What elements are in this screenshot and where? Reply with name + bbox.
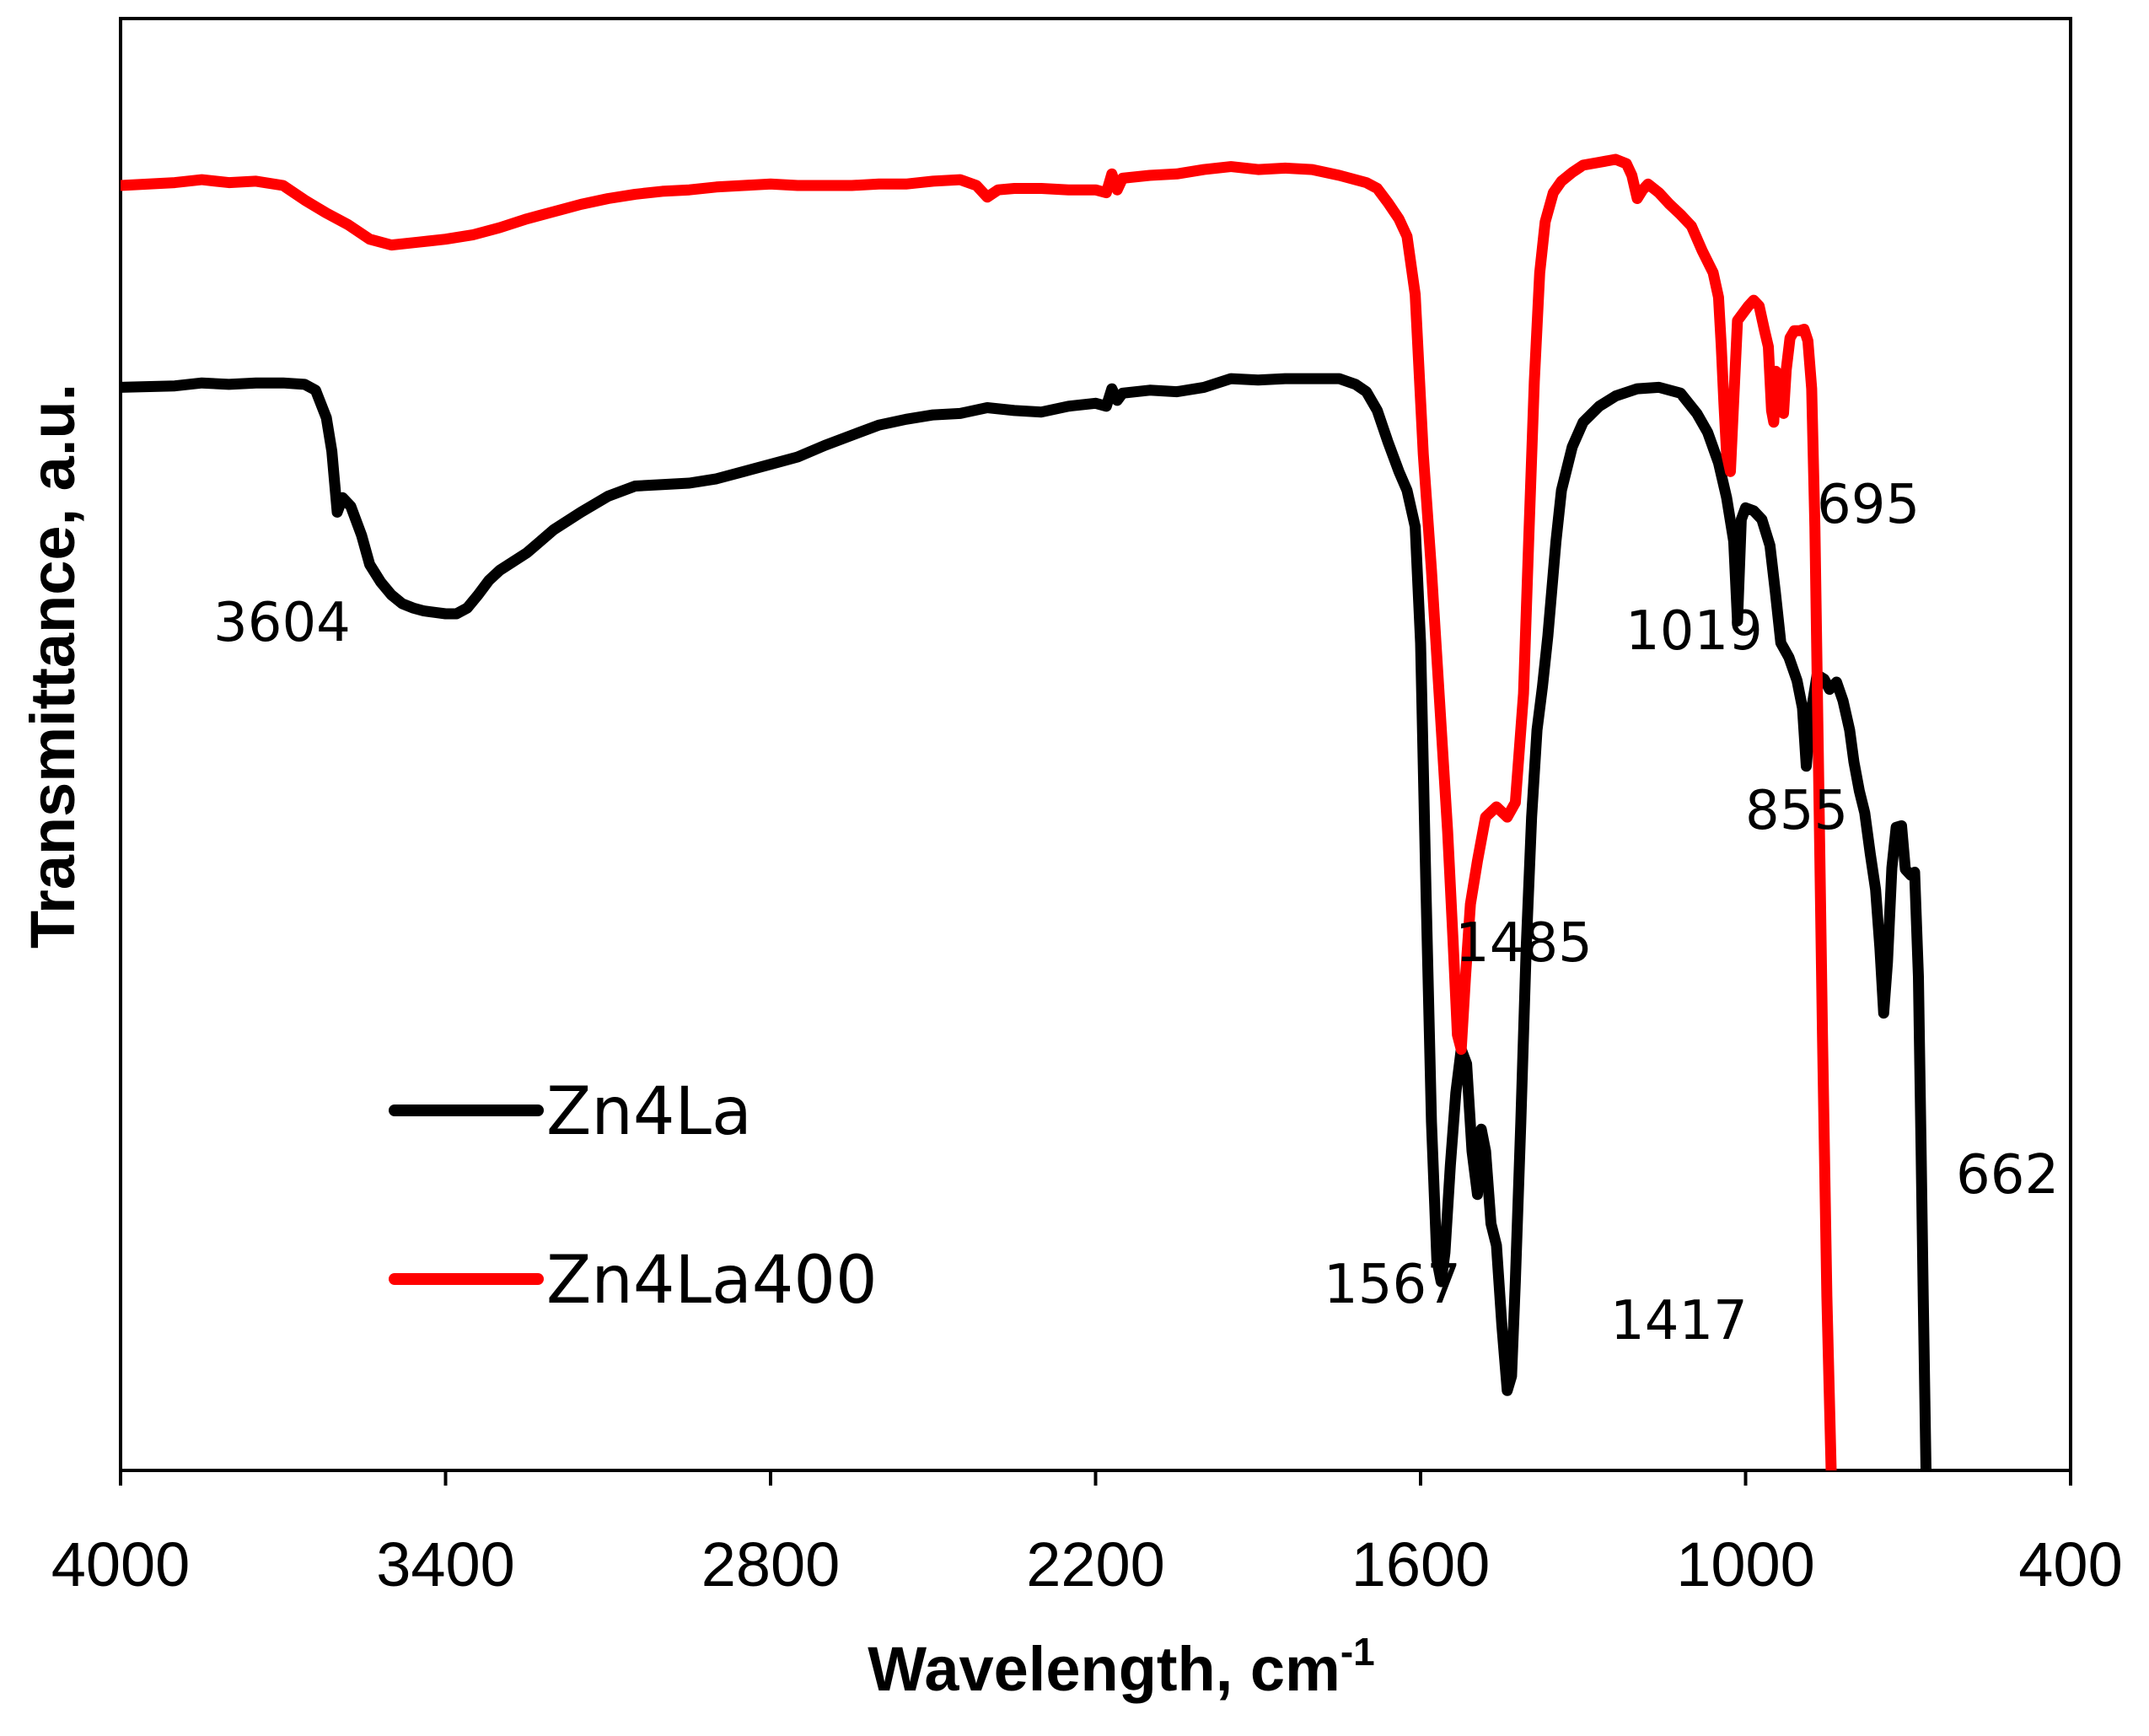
- x-tick-label-4000: 4000: [51, 1529, 191, 1599]
- series-line-zn4la400: [121, 153, 1837, 1470]
- annotation-662: 662: [1956, 1144, 2059, 1207]
- legend-label-zn4la: Zn4La: [546, 1074, 752, 1150]
- plot-area: [119, 17, 2072, 1472]
- legend: Zn4La Zn4La400: [389, 1074, 878, 1319]
- annotation-695: 695: [1817, 474, 1920, 536]
- y-axis-title: Transmittance, a.u.: [18, 384, 88, 949]
- annotation-1567: 1567: [1324, 1254, 1461, 1316]
- x-axis-title-main: Wavelength, cm: [868, 1634, 1340, 1704]
- annotation-1019: 1019: [1625, 600, 1763, 663]
- legend-label-zn4la400: Zn4La400: [546, 1243, 878, 1319]
- series-line-zn4la: [121, 373, 1931, 1470]
- annotation-3604: 3604: [213, 592, 351, 654]
- annotation-1417: 1417: [1610, 1290, 1748, 1352]
- annotation-855: 855: [1745, 780, 1848, 842]
- x-tick-label-2200: 2200: [1026, 1529, 1165, 1599]
- x-tick-label-1000: 1000: [1676, 1529, 1815, 1599]
- x-axis-title: Wavelength, cm-1: [868, 1630, 1375, 1704]
- x-axis-title-superscript: -1: [1340, 1630, 1375, 1674]
- x-tick-label-1600: 1600: [1351, 1529, 1491, 1599]
- annotation-1485: 1485: [1455, 912, 1593, 975]
- x-axis-ticks: 4000 3400 2800 2200 1600 1000 400: [51, 1470, 2123, 1599]
- x-tick-label-2800: 2800: [701, 1529, 841, 1599]
- x-tick-label-400: 400: [2018, 1529, 2122, 1599]
- series-layer: [121, 153, 1931, 1470]
- x-tick-label-3400: 3400: [376, 1529, 515, 1599]
